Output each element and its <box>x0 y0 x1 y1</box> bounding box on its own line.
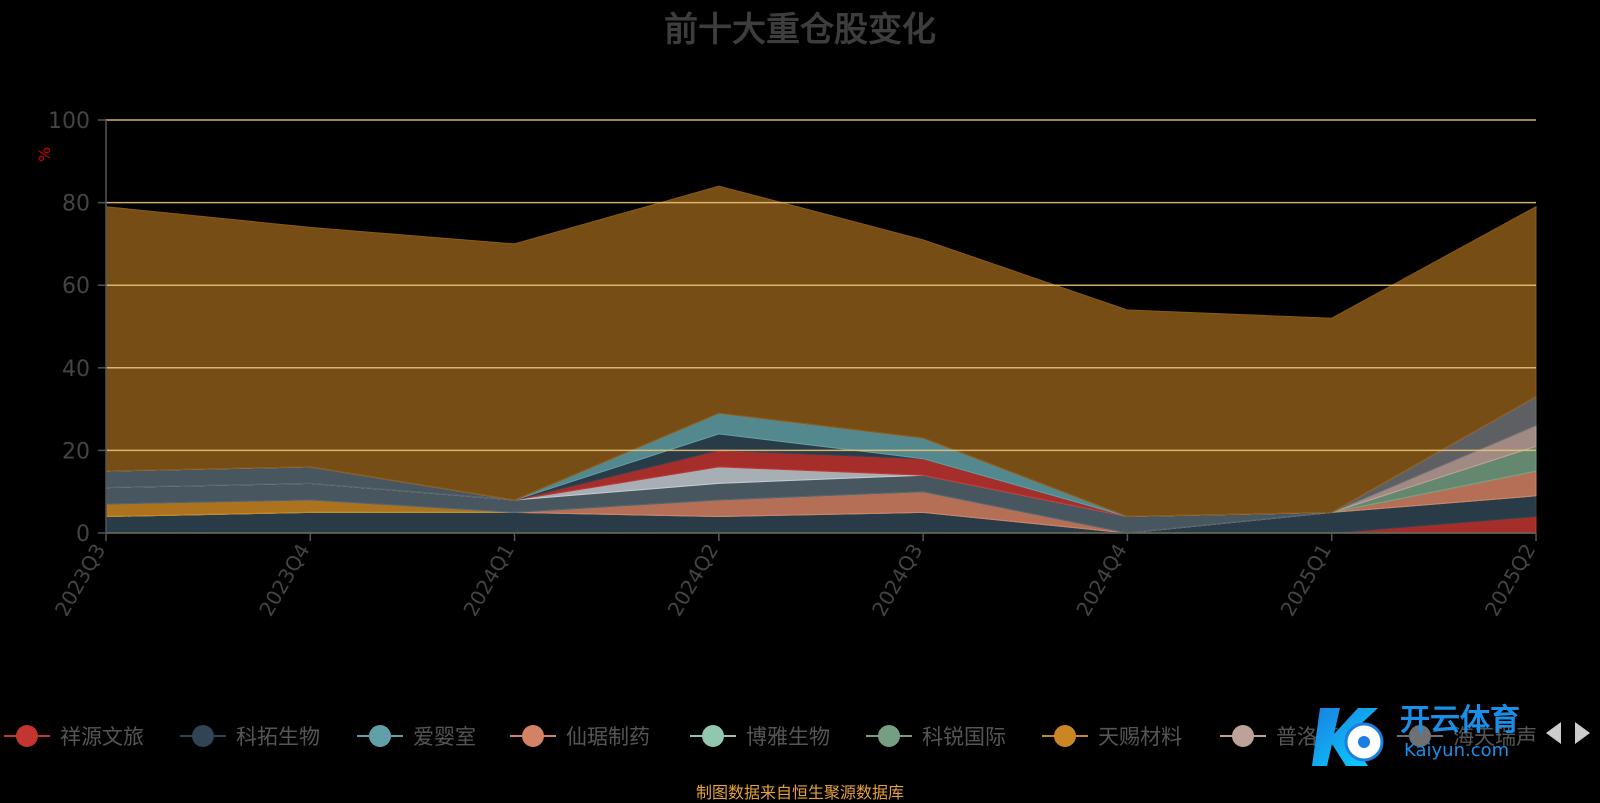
legend-marker-icon <box>1040 718 1090 754</box>
x-tick-label-7: 2025Q2 <box>1480 540 1540 621</box>
legend-label: 祥源文旅 <box>60 725 144 749</box>
y-tick-label-4: 80 <box>62 192 90 217</box>
legend-marker-icon <box>2 718 52 754</box>
legend-item[interactable]: 仙琚制药 <box>508 718 650 754</box>
watermark-text-en: Kaiyun.com <box>1404 740 1509 761</box>
y-axis-label: % <box>35 147 54 162</box>
chart-title: 前十大重仓股变化 <box>664 10 936 50</box>
legend-label: 博雅生物 <box>746 725 830 749</box>
legend-item[interactable]: 科锐国际 <box>864 718 1006 754</box>
legend-prev-arrow-icon[interactable] <box>1546 722 1561 744</box>
x-tick-label-6: 2025Q1 <box>1276 540 1336 621</box>
legend-item[interactable]: 爱婴室 <box>355 718 476 754</box>
legend-item[interactable]: 天赐材料 <box>1040 718 1182 754</box>
watermark-text-cn: 开云体育 <box>1400 703 1520 738</box>
legend-marker-icon <box>688 718 738 754</box>
series-area-31 <box>105 185 1537 518</box>
legend-label: 天赐材料 <box>1098 725 1182 749</box>
legend-marker-icon <box>355 718 405 754</box>
x-tick-label-1: 2023Q4 <box>254 540 314 621</box>
legend-item[interactable]: 科拓生物 <box>178 718 320 754</box>
areas-layer <box>105 185 1537 534</box>
watermark-logo: 开云体育 Kaiyun.com <box>1312 703 1520 766</box>
legend-item[interactable]: 海天瑞声 <box>1395 718 1537 754</box>
legend-marker-icon <box>1395 718 1445 754</box>
legend-marker-icon <box>1218 718 1268 754</box>
legend-marker-icon <box>508 718 558 754</box>
x-tick-label-5: 2024Q4 <box>1071 540 1131 621</box>
y-tick-label-0: 0 <box>76 522 90 547</box>
y-tick-label-2: 40 <box>62 357 90 382</box>
legend-label: 科拓生物 <box>236 725 320 749</box>
source-note: 制图数据来自恒生聚源数据库 <box>695 783 904 802</box>
y-tick-label-1: 20 <box>62 439 90 464</box>
stacked-area-chart: 0 20 40 60 80 100% 2023Q3 2023Q4 2024Q1 2024Q2 202… <box>35 109 1540 621</box>
legend-label: 海天瑞声 <box>1453 725 1537 749</box>
legend-pager <box>1546 722 1590 744</box>
legend-marker-icon <box>864 718 914 754</box>
legend-marker-icon <box>178 718 228 754</box>
legend-next-arrow-icon[interactable] <box>1575 722 1590 744</box>
x-tick-label-2: 2024Q1 <box>458 540 518 621</box>
x-tick-label-3: 2024Q2 <box>663 540 723 621</box>
x-tick-label-4: 2024Q3 <box>867 540 927 621</box>
legend-item[interactable]: 博雅生物 <box>688 718 830 754</box>
legend-item[interactable]: 祥源文旅 <box>2 718 144 754</box>
legend-label: 科锐国际 <box>922 725 1006 749</box>
legend-label: 爱婴室 <box>413 725 476 749</box>
y-tick-label-3: 60 <box>62 274 90 299</box>
x-tick-label-0: 2023Q3 <box>50 540 110 621</box>
legend-label: 仙琚制药 <box>566 725 650 749</box>
y-tick-label-5: 100 <box>48 109 90 134</box>
